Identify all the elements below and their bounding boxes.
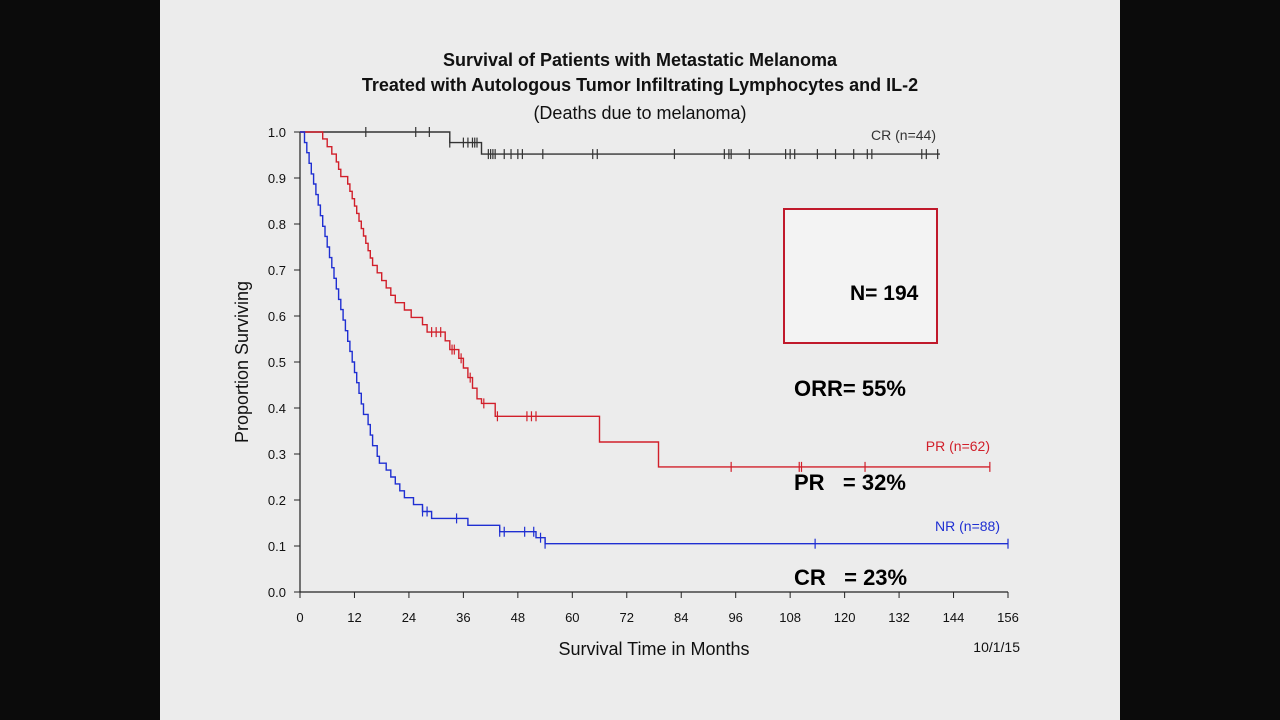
- x-tick-label: 12: [347, 610, 361, 625]
- x-tick-label: 0: [296, 610, 303, 625]
- chart-title-line2: Treated with Autologous Tumor Infiltrati…: [361, 75, 919, 95]
- chart-subtitle: (Deaths due to melanoma): [533, 103, 747, 123]
- chart-series: [300, 127, 1009, 549]
- x-tick-label: 120: [834, 610, 856, 625]
- chart-title: Survival of Patients with Metastatic Mel…: [442, 50, 838, 70]
- stats-n: N= 194: [850, 282, 919, 305]
- x-tick-label: 108: [779, 610, 801, 625]
- stats-box: N= 194 ORR= 55% PR = 32% CR = 23%: [783, 208, 938, 590]
- series-line-1: [300, 131, 990, 468]
- y-axis-label: Proportion Surviving: [232, 281, 252, 443]
- y-tick-label: 0.4: [268, 401, 286, 416]
- stats-cr: CR = 23%: [794, 564, 908, 590]
- stats-orr: ORR= 55%: [794, 375, 906, 401]
- series-label-nr: NR (n=88): [935, 518, 1000, 534]
- y-tick-label: 1.0: [268, 125, 286, 140]
- x-tick-label: 156: [997, 610, 1019, 625]
- x-tick-label: 84: [674, 610, 688, 625]
- y-tick-label: 0.2: [268, 493, 286, 508]
- y-tick-label: 0.3: [268, 447, 286, 462]
- series-label-pr: PR (n=62): [926, 438, 990, 454]
- series-line-2: [300, 131, 1008, 545]
- x-axis-label: Survival Time in Months: [558, 639, 749, 659]
- y-tick-label: 0.9: [268, 171, 286, 186]
- series-line-0: [300, 131, 940, 155]
- x-tick-label: 48: [511, 610, 525, 625]
- series-label-cr: CR (n=44): [871, 127, 936, 143]
- y-tick-label: 0.7: [268, 263, 286, 278]
- y-tick-label: 0.0: [268, 585, 286, 600]
- slide-background: Survival of Patients with Metastatic Mel…: [160, 0, 1120, 720]
- x-tick-label: 132: [888, 610, 910, 625]
- stats-pr: PR = 32%: [794, 470, 906, 495]
- survival-chart: 0.0 0.1 0.2 0.3 0.4 0.5 0.6 0.7 0.8 0.9 1.0 0 12 24 36…: [232, 125, 1020, 659]
- x-tick-label: 60: [565, 610, 579, 625]
- y-tick-label: 0.6: [268, 309, 286, 324]
- y-tick-label: 0.5: [268, 355, 286, 370]
- x-tick-label: 96: [728, 610, 742, 625]
- y-tick-label: 0.1: [268, 539, 286, 554]
- x-tick-label: 36: [456, 610, 470, 625]
- y-tick-label: 0.8: [268, 217, 286, 232]
- chart-axes: 0.0 0.1 0.2 0.3 0.4 0.5 0.6 0.7 0.8 0.9 1.0 0 12 24 36…: [268, 125, 1019, 625]
- date-note: 10/1/15: [973, 639, 1020, 655]
- x-tick-label: 144: [943, 610, 965, 625]
- chart-labels: Survival Time in Months Proportion Surviv…: [232, 127, 1020, 659]
- x-tick-label: 72: [620, 610, 634, 625]
- x-tick-label: 24: [402, 610, 416, 625]
